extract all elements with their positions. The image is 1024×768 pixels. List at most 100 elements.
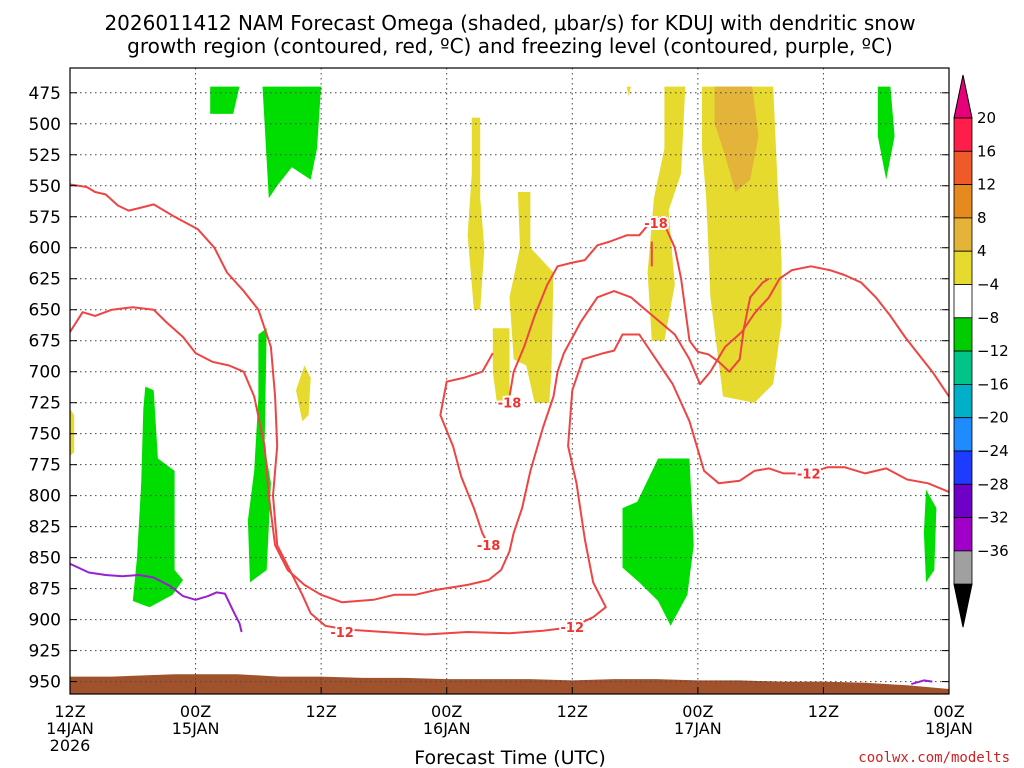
omega-region-15 xyxy=(626,86,631,97)
x-tick-label-4-1: 12Z xyxy=(557,702,588,721)
x-tick-label-7-2: 18JAN xyxy=(925,719,973,738)
chart-title-line-1: 2026011412 NAM Forecast Omega (shaded, μ… xyxy=(104,11,915,35)
dgz-contour-label-4: -18 xyxy=(498,397,522,412)
colorbar-swatch-12 xyxy=(953,517,973,552)
colorbar-swatch-11 xyxy=(953,483,973,518)
freezing-contour-0 xyxy=(70,562,243,633)
colorbar-swatch-13 xyxy=(953,550,973,585)
colorbar-swatch-7 xyxy=(953,350,973,385)
y-tick-label-13: 800 xyxy=(29,487,61,507)
x-tick-label-0-2: 14JAN xyxy=(46,719,94,738)
chart-title: 2026011412 NAM Forecast Omega (shaded, μ… xyxy=(104,11,915,58)
dgz-contour-label-0: -12 xyxy=(330,626,354,641)
omega-region-4 xyxy=(622,458,694,626)
colorbar-label-1: 16 xyxy=(977,142,996,160)
y-tick-label-4: 575 xyxy=(29,208,61,228)
colorbar-swatch-3 xyxy=(953,217,973,252)
x-tick-label-6-1: 12Z xyxy=(808,702,839,721)
colorbar-label-12: −32 xyxy=(977,509,1009,527)
omega-region-11 xyxy=(509,192,554,403)
dgz-contour-2 xyxy=(439,352,494,546)
colorbar-label-4: 4 xyxy=(977,242,987,260)
omega-region-0 xyxy=(210,86,240,114)
colorbar-label-2: 12 xyxy=(977,176,996,194)
y-tick-label-9: 700 xyxy=(29,363,61,383)
y-tick-label-17: 900 xyxy=(29,611,61,631)
x-tick-label-0-3: 2026 xyxy=(50,736,91,755)
dgz-contour-label-2: -12 xyxy=(797,467,821,482)
omega-region-14 xyxy=(70,408,75,456)
x-tick-label-2-1: 12Z xyxy=(305,702,336,721)
colorbar-swatch-2 xyxy=(953,184,973,219)
colorbar-label-8: −16 xyxy=(977,375,1009,393)
colorbar-swatch-9 xyxy=(953,417,973,452)
colorbar-label-13: −36 xyxy=(977,542,1009,560)
colorbar-label-9: −20 xyxy=(977,409,1009,427)
dgz-contour-label-5: -18 xyxy=(644,217,668,232)
x-tick-label-3-2: 16JAN xyxy=(423,719,471,738)
plot-frame xyxy=(69,67,950,695)
colorbar-bottom-arrow xyxy=(953,583,973,628)
y-tick-label-5: 600 xyxy=(29,239,61,259)
dgz-contour-label-3: -18 xyxy=(477,539,501,554)
omega-region-7 xyxy=(647,86,686,341)
omega-region-1 xyxy=(262,86,322,199)
x-tick-label-1-2: 15JAN xyxy=(172,719,220,738)
y-tick-label-7: 650 xyxy=(29,301,61,321)
omega-region-13 xyxy=(296,365,311,422)
dgz-contour-label-1: -12 xyxy=(561,621,585,636)
x-axis-label: Forecast Time (UTC) xyxy=(414,747,605,768)
y-axis: 475 500 525 550 575 600 625 650 675 700 725 750 775 8… xyxy=(29,84,949,693)
x-tick-label-7-1: 00Z xyxy=(933,702,964,721)
y-tick-label-3: 550 xyxy=(29,177,61,197)
omega-shading-layer xyxy=(70,86,937,626)
x-tick-label-1-1: 00Z xyxy=(180,702,211,721)
colorbar-label-6: −8 xyxy=(977,309,999,327)
colorbar: 20 16 12 8 4 −4 −8 −12 −16 −20 −24 −28 −32 −36 xyxy=(953,74,1009,628)
omega-region-3 xyxy=(247,328,271,583)
y-tick-label-10: 725 xyxy=(29,394,61,414)
credit-text: coolwx.com/modelts xyxy=(858,750,1010,766)
y-tick-label-6: 625 xyxy=(29,270,61,290)
omega-region-9 xyxy=(714,86,759,192)
colorbar-swatch-8 xyxy=(953,383,973,419)
x-tick-label-0-1: 12Z xyxy=(54,702,85,721)
dgz-contour-1 xyxy=(70,265,949,604)
y-tick-label-8: 675 xyxy=(29,332,61,352)
chart-title-line-2: growth region (contoured, red, ºC) and f… xyxy=(127,34,893,58)
dgz-contour-0 xyxy=(70,183,949,636)
omega-region-6 xyxy=(923,489,937,583)
colorbar-label-7: −12 xyxy=(977,342,1009,360)
y-tick-label-16: 875 xyxy=(29,580,61,600)
colorbar-swatch-1 xyxy=(953,150,973,186)
x-tick-label-5-1: 00Z xyxy=(682,702,713,721)
omega-region-2 xyxy=(132,386,183,608)
colorbar-swatch-5 xyxy=(953,284,973,319)
colorbar-swatch-10 xyxy=(953,450,973,485)
y-tick-label-18: 925 xyxy=(29,642,61,662)
omega-region-5 xyxy=(877,86,895,180)
dgz-contour-3 xyxy=(508,222,770,397)
terrain-fill xyxy=(70,674,949,694)
contour-layer: -12 -12 -12 -18 -18 -18 xyxy=(70,183,949,686)
omega-region-12 xyxy=(492,328,510,403)
y-tick-label-14: 825 xyxy=(29,518,61,538)
colorbar-label-5: −4 xyxy=(977,276,999,294)
y-tick-label-1: 500 xyxy=(29,115,61,135)
colorbar-top-arrow xyxy=(953,74,973,119)
colorbar-label-3: 8 xyxy=(977,209,987,227)
colorbar-swatch-0 xyxy=(953,117,973,152)
omega-region-10 xyxy=(467,117,485,310)
terrain-layer xyxy=(70,674,949,694)
colorbar-label-10: −24 xyxy=(977,442,1009,460)
colorbar-swatch-6 xyxy=(953,317,973,352)
freezing-contour-1 xyxy=(911,679,933,686)
colorbar-label-0: 20 xyxy=(977,109,996,127)
colorbar-swatch-4 xyxy=(953,250,973,285)
omega-region-8 xyxy=(702,86,782,403)
y-tick-label-2: 525 xyxy=(29,146,61,166)
y-tick-label-12: 775 xyxy=(29,456,61,476)
y-tick-label-11: 750 xyxy=(29,425,61,445)
